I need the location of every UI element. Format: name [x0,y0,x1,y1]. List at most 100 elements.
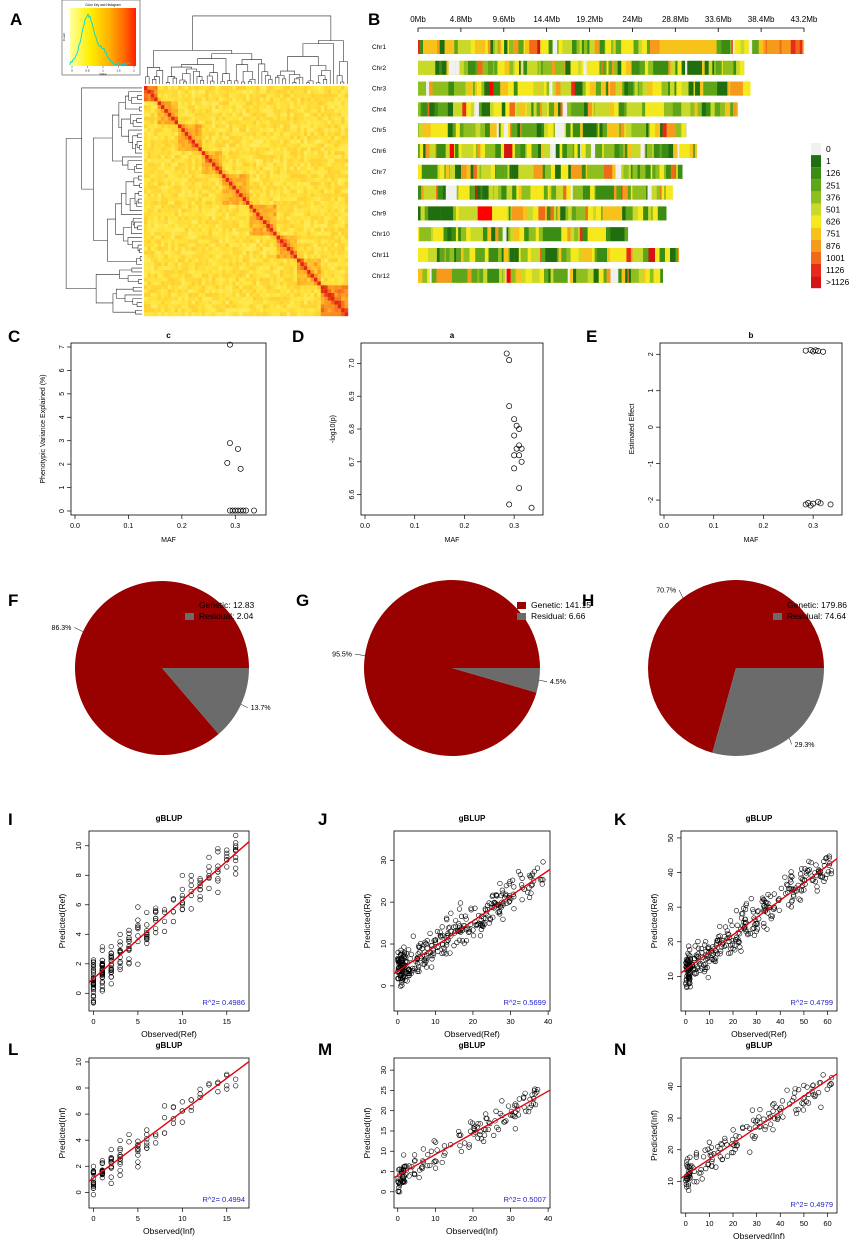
heatmap-cell [229,181,233,186]
heatmap-cell [161,109,165,114]
heatmap-cell [300,266,304,271]
heatmap-cell [300,105,304,110]
density-segment [685,60,688,75]
heatmap-cell [147,128,151,133]
heatmap-cell [174,212,179,217]
heatmap-cell [266,201,270,206]
heatmap-cell [242,97,247,102]
heatmap-cell [167,181,172,186]
heatmap-cell [337,296,342,301]
heatmap-cell [252,101,257,106]
panel-letter-m: M [318,1040,332,1059]
heatmap-cell [317,243,321,248]
heatmap-cell [157,155,162,160]
heatmap-cell [235,289,240,294]
heatmap-cell [222,116,226,121]
heatmap-cell [188,89,192,94]
heatmap-cell [273,170,277,175]
heatmap-cell [208,224,213,229]
heatmap-cell [307,270,311,275]
heatmap-cell [331,212,335,217]
heatmap-cell [317,155,321,160]
heatmap-cell [246,124,250,129]
heatmap-cell [266,132,270,137]
density-segment [458,144,460,158]
heatmap-cell [174,112,179,117]
density-segment [599,40,605,54]
density-segment [425,144,430,158]
heatmap-cell [327,158,332,163]
density-segment [490,40,494,54]
density-segment [649,268,654,283]
heatmap-cell [327,101,332,106]
density-segment [587,227,603,242]
density-segment [716,102,721,117]
density-segment [456,185,459,200]
data-point [516,452,523,459]
heatmap-cell [164,308,168,313]
heatmap-cell [242,181,247,186]
heatmap-cell [174,170,179,175]
heatmap-cell [341,273,345,278]
y-tick-label: 6.7 [349,457,356,467]
density-segment [436,40,440,54]
heatmap-cell [317,262,321,267]
heatmap-cell [276,105,281,110]
density-segment [508,81,514,96]
heatmap-cell [317,116,321,121]
heatmap-cell [303,254,308,259]
dendrogram-link [206,75,213,84]
density-segment [562,102,568,117]
heatmap-cell [178,185,182,190]
heatmap-cell [259,285,264,290]
heatmap-cell [307,296,311,301]
heatmap-cell [252,204,257,209]
heatmap-cell [215,135,219,140]
density-segment [693,81,695,96]
heatmap-cell [269,86,274,91]
heatmap-cell [147,132,151,137]
heatmap-cell [154,105,158,110]
density-segment [606,268,611,283]
heatmap-cell [246,262,250,267]
density-segment [594,248,597,262]
heatmap-cell [222,185,226,190]
density-segment [643,248,649,262]
heatmap-cell [334,239,338,244]
heatmap-cell [178,235,182,240]
heatmap-cell [208,227,213,232]
heatmap-cell [286,296,291,301]
dendrogram-link [127,160,142,170]
heatmap-cell [317,139,321,144]
heatmap-cell [212,97,216,102]
heatmap-cell [280,312,284,317]
heatmap-cell [181,227,185,232]
heatmap-cell [280,185,284,190]
heatmap-cell [310,178,315,183]
heatmap-cell [218,197,223,202]
heatmap-cell [252,285,257,290]
density-segment [652,206,658,221]
heatmap-cell [242,155,247,160]
heatmap-cell [286,101,291,106]
heatmap-cell [280,97,284,102]
heatmap-cell [297,158,301,163]
color-key-tick-label: 2 [133,69,135,73]
heatmap-cell [201,101,206,106]
density-segment [498,123,501,138]
heatmap-cell [297,250,301,255]
heatmap-cell [293,239,298,244]
heatmap-cell [174,162,179,167]
heatmap-cell [201,178,206,183]
heatmap-cell [283,266,287,271]
heatmap-cell [290,227,294,232]
heatmap-cell [208,89,213,94]
heatmap-cell [276,216,281,221]
density-segment [508,123,511,138]
heatmap-cell [324,216,328,221]
heatmap-cell [235,89,240,94]
heatmap-cell [208,289,213,294]
density-segment [510,123,512,138]
heatmap-cell [242,300,247,305]
